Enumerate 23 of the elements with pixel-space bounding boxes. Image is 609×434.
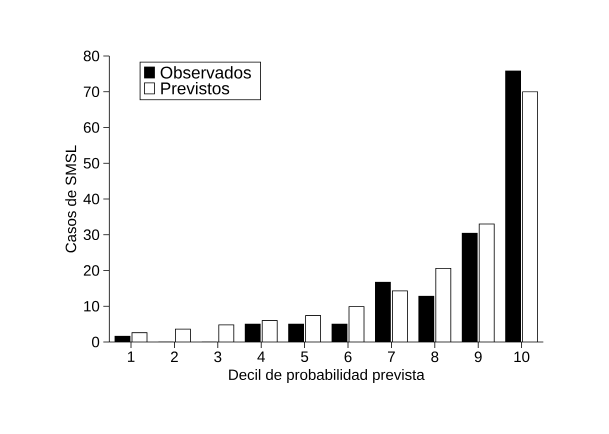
y-tick-label: 0 [92, 336, 100, 348]
x-tick-label: 2 [170, 352, 178, 362]
y-tick-label: 40 [83, 194, 100, 204]
x-tick-label: 8 [431, 352, 438, 362]
x-tick-label: 10 [514, 352, 530, 362]
x-tick-label: 1 [128, 352, 134, 362]
legend-label: Previstos [161, 82, 230, 94]
x-axis-title: Decil de probabilidad prevista [229, 369, 425, 383]
y-tick-label: 50 [84, 158, 100, 169]
y-axis-title: Casos de SMSL [65, 145, 76, 252]
x-tick-label: 7 [388, 352, 395, 362]
x-tick-label: 6 [344, 352, 352, 362]
y-tick-label: 30 [84, 229, 100, 240]
x-tick-label: 3 [214, 352, 222, 362]
x-tick-label: 9 [474, 352, 482, 362]
y-tick-label: 80 [84, 50, 100, 62]
x-tick-label: 4 [257, 352, 265, 362]
x-tick-label: 5 [301, 352, 308, 362]
y-tick-label: 10 [84, 300, 100, 312]
y-tick-label: 20 [84, 265, 100, 276]
legend-label: Observados [160, 66, 251, 79]
y-tick-label: 60 [84, 122, 100, 133]
y-tick-label: 70 [84, 86, 100, 98]
